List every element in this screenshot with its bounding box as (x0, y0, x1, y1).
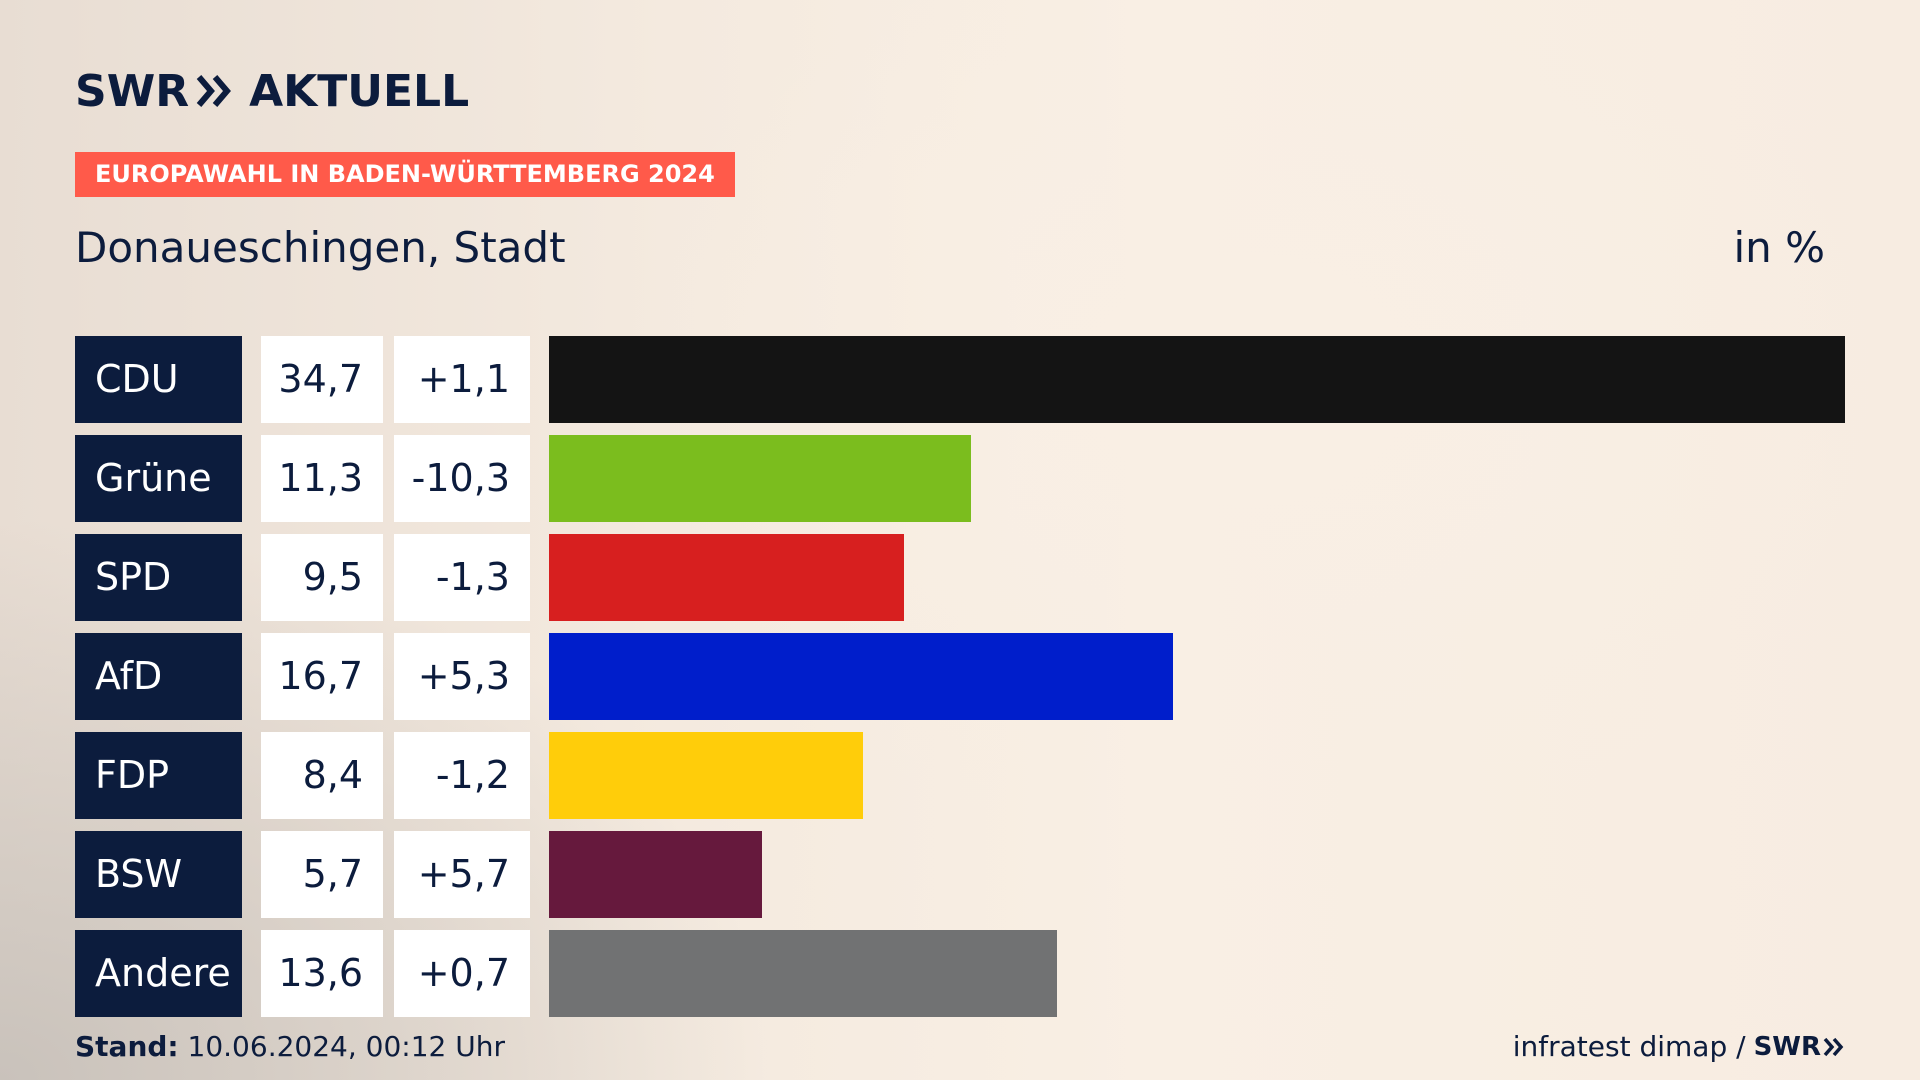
result-diff: +0,7 (394, 930, 530, 1017)
stand-label: Stand: (75, 1030, 179, 1063)
result-row-andere: Andere 13,6 +0,7 (0, 930, 1920, 1017)
timestamp: Stand: 10.06.2024, 00:12 Uhr (75, 1030, 505, 1064)
result-bar (549, 732, 863, 819)
result-row-bsw: BSW 5,7 +5,7 (0, 831, 1920, 918)
stand-value: 10.06.2024, 00:12 Uhr (187, 1030, 505, 1063)
party-label: BSW (75, 831, 242, 918)
swr-small-text: SWR (1753, 1032, 1821, 1062)
logo-aktuell-text: AKTUELL (249, 65, 470, 117)
party-label: FDP (75, 732, 242, 819)
swr-small-logo: SWR (1754, 1030, 1845, 1064)
result-value: 11,3 (261, 435, 383, 522)
unit-label: in % (1733, 223, 1825, 272)
result-diff: +5,3 (394, 633, 530, 720)
result-diff: +5,7 (394, 831, 530, 918)
result-bar (549, 435, 971, 522)
result-row-gr-ne: Grüne 11,3 -10,3 (0, 435, 1920, 522)
election-tag: EUROPAWAHL IN BADEN-WÜRTTEMBERG 2024 (75, 152, 735, 197)
result-row-fdp: FDP 8,4 -1,2 (0, 732, 1920, 819)
party-label: CDU (75, 336, 242, 423)
result-diff: -10,3 (394, 435, 530, 522)
chart-title: Donaueschingen, Stadt (75, 223, 566, 272)
result-row-spd: SPD 9,5 -1,3 (0, 534, 1920, 621)
source-credit: infratest dimap / SWR (1513, 1030, 1845, 1064)
party-label: AfD (75, 633, 242, 720)
result-value: 5,7 (261, 831, 383, 918)
result-value: 9,5 (261, 534, 383, 621)
result-bar (549, 336, 1845, 423)
result-value: 16,7 (261, 633, 383, 720)
result-bar (549, 831, 762, 918)
double-chevron-icon (196, 75, 232, 107)
result-row-afd: AfD 16,7 +5,3 (0, 633, 1920, 720)
source-text: infratest dimap / (1512, 1030, 1746, 1063)
logo-swr-text: SWR (75, 65, 190, 117)
result-diff: -1,3 (394, 534, 530, 621)
swr-aktuell-logo: SWR AKTUELL (75, 65, 470, 117)
result-diff: -1,2 (394, 732, 530, 819)
party-label: SPD (75, 534, 242, 621)
result-value: 8,4 (261, 732, 383, 819)
party-label: Andere (75, 930, 242, 1017)
result-bar (549, 633, 1173, 720)
result-row-cdu: CDU 34,7 +1,1 (0, 336, 1920, 423)
double-chevron-small-icon (1823, 1037, 1844, 1057)
result-value: 34,7 (261, 336, 383, 423)
result-diff: +1,1 (394, 336, 530, 423)
party-label: Grüne (75, 435, 242, 522)
result-value: 13,6 (261, 930, 383, 1017)
result-bar (549, 534, 904, 621)
result-bar (549, 930, 1057, 1017)
